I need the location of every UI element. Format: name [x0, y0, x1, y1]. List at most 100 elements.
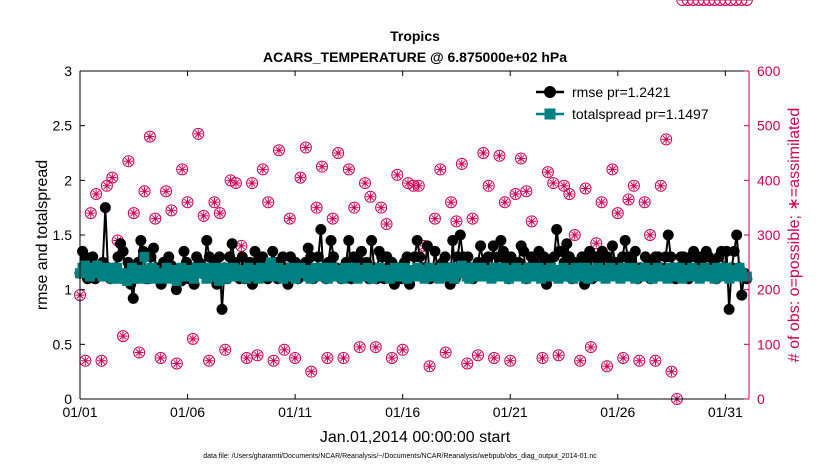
obs-possible-point [219, 343, 232, 356]
obs-assimilated-stroke [415, 182, 423, 190]
obs-assimilated-point [398, 345, 408, 355]
obs-assimilated-point [295, 173, 305, 183]
obs-assimilated-stroke [248, 179, 256, 187]
obs-possible-point [606, 163, 619, 176]
totalspread-point [449, 273, 460, 284]
obs-possible-point [208, 196, 221, 209]
totalspread-point [684, 271, 695, 282]
obs-possible-point [638, 196, 651, 209]
totalspread-point [196, 268, 207, 279]
totalspread-point [409, 271, 420, 282]
obs-assimilated-stroke [608, 165, 616, 173]
obs-assimilated-point [521, 186, 531, 196]
obs-assimilated-point [634, 356, 644, 366]
rmse-point [505, 251, 517, 263]
obs-assimilated-point [301, 143, 311, 153]
obs-assimilated-stroke [485, 182, 493, 190]
obs-possible-point [423, 360, 436, 373]
obs-possible-point [735, 0, 748, 6]
obs-assimilated-stroke [92, 190, 100, 198]
totalspread-point [578, 268, 589, 279]
obs-assimilated-point [172, 358, 182, 368]
obs-assimilated-point [618, 353, 628, 363]
totalspread-point [171, 275, 182, 286]
obs-possible-point [649, 354, 662, 367]
obs-assimilated-point [382, 219, 392, 229]
y-tick-label-left: 2 [64, 172, 72, 188]
obs-assimilated-stroke [366, 193, 374, 201]
y-tick-label-right: 200 [757, 282, 781, 298]
obs-possible-point [525, 215, 538, 228]
obs-possible-point [590, 237, 603, 250]
obs-assimilated-stroke [522, 187, 530, 195]
obs-assimilated-point [322, 353, 332, 363]
obs-assimilated-stroke [538, 354, 546, 362]
rmse-point [439, 251, 451, 263]
obs-assimilated-stroke [528, 217, 536, 225]
totalspread-point [590, 271, 601, 282]
obs-assimilated-point [140, 186, 150, 196]
rmse-point [127, 292, 139, 304]
obs-assimilated-point [500, 197, 510, 207]
obs-assimilated-stroke [565, 190, 573, 198]
obs-assimilated-stroke [184, 198, 192, 206]
totalspread-point [310, 262, 321, 273]
obs-assimilated-point [328, 214, 338, 224]
obs-assimilated-stroke [259, 165, 267, 173]
obs-possible-point [321, 352, 334, 364]
obs-possible-point [482, 179, 495, 192]
rmse-point [721, 245, 733, 257]
obs-possible-point [504, 354, 517, 367]
x-tick-label: 01/06 [170, 404, 205, 420]
totalspread-point [189, 273, 200, 284]
totalspread-point [238, 268, 249, 279]
obs-assimilated-stroke [216, 209, 224, 217]
x-tick-label: 01/16 [385, 404, 420, 420]
obs-possible-point [203, 354, 216, 367]
obs-possible-point [428, 212, 441, 225]
legend-box [530, 78, 722, 128]
obs-assimilated-point [484, 181, 494, 191]
totalspread-point [228, 262, 239, 273]
obs-assimilated-stroke [560, 182, 568, 190]
obs-assimilated-stroke [361, 179, 369, 187]
obs-assimilated-stroke [603, 362, 611, 370]
obs-assimilated-point [166, 205, 176, 215]
obs-possible-point [90, 188, 103, 200]
obs-assimilated-point [263, 197, 273, 207]
totalspread-point [677, 273, 688, 284]
obs-possible-point [246, 177, 259, 190]
y-tick-label-left: 2.5 [53, 118, 73, 134]
obs-assimilated-stroke [657, 182, 665, 190]
rmse-point [305, 251, 317, 263]
rmse-point [99, 202, 111, 214]
obs-assimilated-point [231, 178, 241, 188]
obs-assimilated-stroke [302, 144, 310, 152]
obs-possible-point [106, 171, 119, 184]
obs-possible-point [617, 352, 630, 364]
obs-possible-point [558, 179, 571, 192]
obs-assimilated-point [269, 356, 279, 366]
obs-assimilated-point [656, 181, 666, 191]
obs-assimilated-point [667, 367, 677, 377]
y-tick-label-left: 1.5 [53, 227, 73, 243]
obs-assimilated-stroke [474, 351, 482, 359]
obs-possible-point [289, 352, 302, 364]
obs-possible-point [391, 168, 404, 181]
obs-possible-point [730, 0, 743, 6]
obs-possible-point [294, 171, 307, 184]
obs-assimilated-stroke [237, 242, 245, 250]
totalspread-point [337, 273, 348, 284]
obs-possible-point [305, 365, 318, 378]
obs-possible-point [466, 212, 479, 225]
obs-assimilated-point [570, 230, 580, 240]
totalspread-point [251, 268, 262, 279]
x-tick-label: 01/11 [278, 404, 312, 420]
obs-possible-point [455, 157, 468, 170]
totalspread-point [724, 273, 735, 284]
totalspread-point [253, 273, 264, 284]
obs-assimilated-stroke [452, 217, 460, 225]
totalspread-point [734, 262, 745, 273]
rmse-point [561, 238, 573, 250]
rmse-point [447, 234, 459, 246]
